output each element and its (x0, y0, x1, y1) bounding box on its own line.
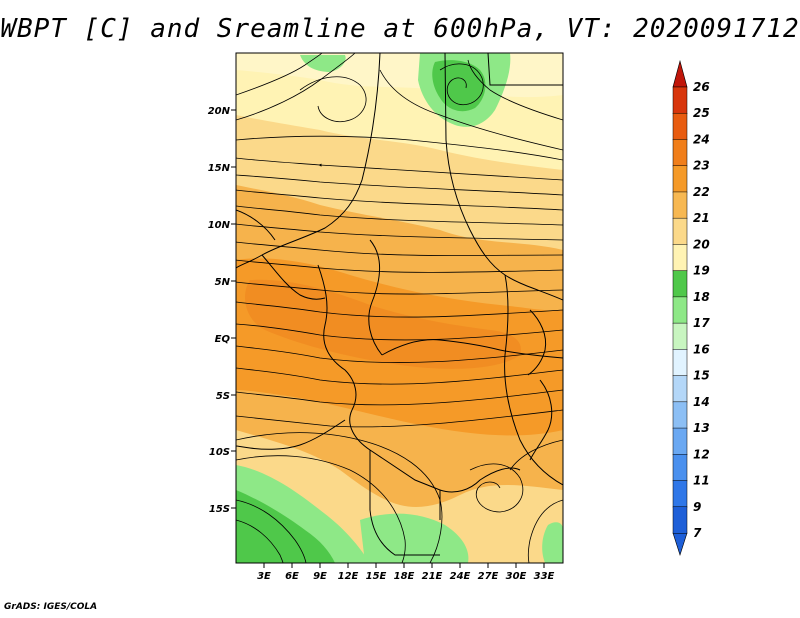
lat-label: 15S (209, 504, 230, 515)
colorbar-label: 11 (693, 474, 710, 488)
colorbar-label: 17 (693, 316, 710, 330)
grads-credit: GrADS: IGES/COLA (4, 602, 98, 612)
colorbar-label: 24 (693, 132, 710, 146)
colorbar-label: 13 (693, 421, 710, 435)
colorbar-segment (672, 191, 688, 219)
colorbar-bottom-arrow (672, 532, 688, 556)
colorbar-segment (672, 427, 688, 455)
lon-label: 12E (338, 571, 359, 582)
lat-label: 20N (208, 106, 231, 117)
lon-label: 30E (506, 571, 527, 582)
colorbar-segment (672, 139, 688, 167)
lon-label: 9E (313, 571, 327, 582)
colorbar-segment (672, 322, 688, 351)
colorbar-segment (672, 165, 688, 193)
colorbar-segment (672, 375, 688, 403)
colorbar-label: 12 (693, 447, 710, 461)
lat-label: 5N (215, 277, 231, 288)
lon-label: 18E (394, 571, 415, 582)
lon-label: 3E (257, 571, 271, 582)
colorbar-segment (672, 506, 688, 534)
colorbar-label: 26 (693, 80, 710, 94)
lon-label: 15E (366, 571, 387, 582)
colorbar-segment (672, 401, 688, 429)
lon-label: 21E (422, 571, 443, 582)
colorbar-segment (672, 296, 688, 324)
colorbar-label: 22 (693, 185, 710, 199)
colorbar: 26 25 24 23 22 21 20 19 18 17 16 15 14 13 12 11 9 7 (672, 59, 710, 556)
colorbar-segment (672, 112, 688, 141)
lat-label: 15N (208, 163, 231, 174)
colorbar-label: 23 (693, 159, 710, 173)
streamlines (236, 53, 563, 563)
colorbar-label: 14 (693, 395, 710, 409)
wbpt-shading (236, 53, 563, 563)
lat-label: 10N (208, 220, 231, 231)
lon-label: 24E (450, 571, 471, 582)
lon-label: 6E (285, 571, 299, 582)
lon-label: 33E (534, 571, 555, 582)
colorbar-label: 20 (693, 237, 710, 251)
colorbar-label: 18 (693, 290, 710, 304)
map-frame (235, 52, 564, 564)
colorbar-label: 15 (693, 369, 710, 383)
lon-label: 27E (478, 571, 499, 582)
lat-label: 10S (209, 447, 230, 458)
colorbar-label: 16 (693, 342, 710, 356)
colorbar-segment (672, 244, 688, 272)
colorbar-segment (672, 270, 688, 298)
colorbar-segment (672, 217, 688, 246)
colorbar-label: 9 (693, 500, 701, 514)
colorbar-top-arrow (672, 59, 688, 88)
chart-title: WBPT [C] and Sreamline at 600hPa, VT: 20… (0, 14, 800, 44)
colorbar-segment (672, 349, 688, 377)
lat-ticks (231, 109, 236, 509)
lon-ticks (263, 563, 545, 568)
colorbar-label: 21 (693, 211, 710, 225)
colorbar-segment (672, 480, 688, 508)
colorbar-label: 25 (693, 106, 710, 120)
lat-label: EQ (215, 334, 231, 345)
colorbar-segment (672, 454, 688, 482)
country-borders (236, 53, 563, 556)
colorbar-label: 19 (693, 264, 710, 278)
colorbar-label: 7 (693, 526, 702, 540)
lat-label: 5S (216, 391, 230, 402)
colorbar-segment (672, 86, 688, 114)
